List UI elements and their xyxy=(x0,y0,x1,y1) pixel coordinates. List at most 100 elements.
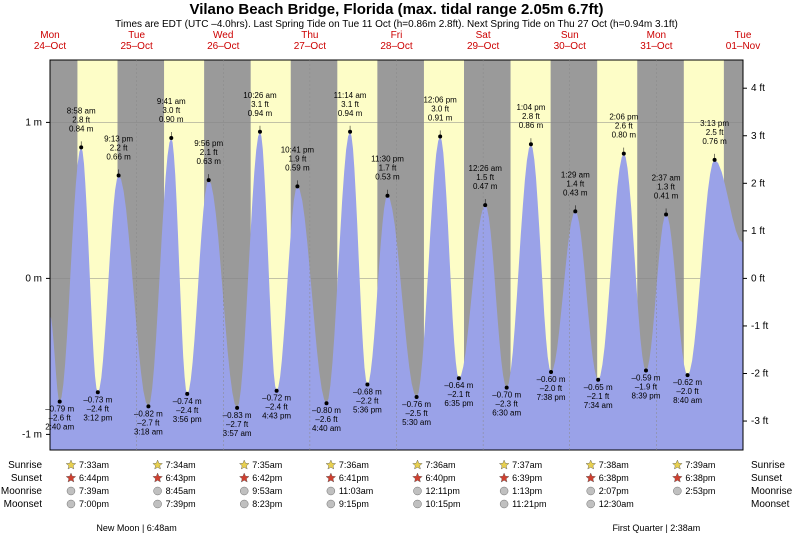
svg-text:–0.59 m: –0.59 m xyxy=(632,373,661,382)
svg-text:–0.83 m: –0.83 m xyxy=(223,411,252,420)
chart-svg: Mon24–OctTue25–OctWed26–OctThu27–OctFri2… xyxy=(0,0,793,539)
svg-text:6:44pm: 6:44pm xyxy=(79,473,109,483)
svg-text:7:00pm: 7:00pm xyxy=(79,499,109,509)
svg-text:7:38 pm: 7:38 pm xyxy=(537,393,566,402)
svg-text:3.1 ft: 3.1 ft xyxy=(341,100,360,109)
svg-text:3:56 pm: 3:56 pm xyxy=(173,415,202,424)
svg-text:4:40 am: 4:40 am xyxy=(312,424,341,433)
svg-text:3.0 ft: 3.0 ft xyxy=(162,106,181,115)
svg-text:–2.1 ft: –2.1 ft xyxy=(448,390,471,399)
svg-text:7:39pm: 7:39pm xyxy=(166,499,196,509)
svg-text:New Moon | 6:48am: New Moon | 6:48am xyxy=(96,523,176,533)
svg-text:Vilano Beach Bridge, Florida (: Vilano Beach Bridge, Florida (max. tidal… xyxy=(189,1,603,18)
svg-text:11:30 pm: 11:30 pm xyxy=(371,155,404,164)
svg-text:-1 m: -1 m xyxy=(22,429,42,440)
svg-text:–2.4 ft: –2.4 ft xyxy=(176,406,199,415)
svg-text:0 m: 0 m xyxy=(25,273,42,284)
svg-text:Moonset: Moonset xyxy=(751,499,790,510)
svg-text:10:41 pm: 10:41 pm xyxy=(281,145,315,154)
svg-text:0.86 m: 0.86 m xyxy=(519,121,544,130)
svg-text:Fri: Fri xyxy=(391,30,403,41)
svg-text:9:15pm: 9:15pm xyxy=(339,499,369,509)
svg-text:–0.68 m: –0.68 m xyxy=(353,387,382,396)
svg-text:2.5 ft: 2.5 ft xyxy=(706,128,725,137)
svg-text:0.66 m: 0.66 m xyxy=(106,152,131,161)
svg-text:7:39am: 7:39am xyxy=(79,486,109,496)
svg-text:8:40 am: 8:40 am xyxy=(673,396,702,405)
svg-text:8:23pm: 8:23pm xyxy=(252,499,282,509)
svg-text:Moonrise: Moonrise xyxy=(751,486,793,497)
svg-text:10:15pm: 10:15pm xyxy=(425,499,460,509)
svg-text:–0.79 m: –0.79 m xyxy=(45,405,74,414)
svg-text:–2.5 ft: –2.5 ft xyxy=(405,409,428,418)
svg-text:2.8 ft: 2.8 ft xyxy=(522,112,541,121)
tide-chart: Mon24–OctTue25–OctWed26–OctThu27–OctFri2… xyxy=(0,0,793,539)
svg-text:6:38pm: 6:38pm xyxy=(685,473,715,483)
svg-text:–2.7 ft: –2.7 ft xyxy=(137,418,160,427)
svg-text:01–Nov: 01–Nov xyxy=(726,41,760,52)
svg-text:3.0 ft: 3.0 ft xyxy=(431,104,450,113)
svg-text:27–Oct: 27–Oct xyxy=(294,41,326,52)
svg-text:2:53pm: 2:53pm xyxy=(685,486,715,496)
svg-text:0.90 m: 0.90 m xyxy=(159,115,184,124)
svg-text:1.9 ft: 1.9 ft xyxy=(289,154,308,163)
svg-text:9:56 pm: 9:56 pm xyxy=(194,139,223,148)
svg-text:0.80 m: 0.80 m xyxy=(612,131,637,140)
svg-text:0.63 m: 0.63 m xyxy=(196,157,221,166)
svg-text:Wed: Wed xyxy=(213,30,233,41)
svg-text:–0.82 m: –0.82 m xyxy=(134,409,163,418)
svg-text:2.8 ft: 2.8 ft xyxy=(72,115,91,124)
svg-text:3:18 am: 3:18 am xyxy=(134,427,163,436)
svg-text:7:36am: 7:36am xyxy=(425,460,455,470)
svg-text:7:33am: 7:33am xyxy=(79,460,109,470)
svg-text:6:40pm: 6:40pm xyxy=(425,473,455,483)
svg-text:1 ft: 1 ft xyxy=(751,226,765,237)
svg-text:–2.3 ft: –2.3 ft xyxy=(496,400,519,409)
svg-text:12:30am: 12:30am xyxy=(599,499,634,509)
svg-text:–2.4 ft: –2.4 ft xyxy=(265,403,288,412)
svg-text:0.84 m: 0.84 m xyxy=(69,124,94,133)
svg-text:Sunrise: Sunrise xyxy=(8,460,42,471)
svg-text:–2.7 ft: –2.7 ft xyxy=(226,420,249,429)
svg-text:11:14 am: 11:14 am xyxy=(334,91,367,100)
svg-text:2.1 ft: 2.1 ft xyxy=(200,148,219,157)
svg-text:Tue: Tue xyxy=(735,30,752,41)
svg-text:2:07pm: 2:07pm xyxy=(599,486,629,496)
svg-text:11:21pm: 11:21pm xyxy=(512,499,546,509)
svg-text:12:06 pm: 12:06 pm xyxy=(423,95,457,104)
svg-text:1:29 am: 1:29 am xyxy=(561,170,590,179)
svg-text:7:35am: 7:35am xyxy=(252,460,282,470)
svg-text:2.2 ft: 2.2 ft xyxy=(110,143,129,152)
svg-text:6:35 pm: 6:35 pm xyxy=(444,399,473,408)
svg-text:3 ft: 3 ft xyxy=(751,131,765,142)
svg-text:4:43 pm: 4:43 pm xyxy=(262,412,291,421)
svg-text:7:36am: 7:36am xyxy=(339,460,369,470)
svg-text:0 ft: 0 ft xyxy=(751,273,765,284)
svg-text:–0.70 m: –0.70 m xyxy=(492,391,521,400)
svg-text:2:40 am: 2:40 am xyxy=(45,423,74,432)
svg-text:11:03am: 11:03am xyxy=(339,486,373,496)
svg-text:0.53 m: 0.53 m xyxy=(375,173,400,182)
svg-text:Mon: Mon xyxy=(647,30,666,41)
svg-text:9:13 pm: 9:13 pm xyxy=(104,134,133,143)
svg-text:4 ft: 4 ft xyxy=(751,83,765,94)
svg-text:3:12 pm: 3:12 pm xyxy=(83,413,112,422)
svg-text:9:53am: 9:53am xyxy=(252,486,282,496)
svg-text:–2.2 ft: –2.2 ft xyxy=(356,396,379,405)
svg-text:6:42pm: 6:42pm xyxy=(252,473,282,483)
svg-text:Tue: Tue xyxy=(128,30,145,41)
svg-text:1.5 ft: 1.5 ft xyxy=(476,173,495,182)
svg-text:Sat: Sat xyxy=(476,30,491,41)
svg-text:2.6 ft: 2.6 ft xyxy=(615,122,634,131)
svg-text:7:34 am: 7:34 am xyxy=(584,401,613,410)
svg-text:7:39am: 7:39am xyxy=(685,460,715,470)
svg-text:0.94 m: 0.94 m xyxy=(248,109,273,118)
svg-text:12:26 am: 12:26 am xyxy=(469,164,503,173)
svg-text:2 ft: 2 ft xyxy=(751,178,765,189)
svg-text:-3 ft: -3 ft xyxy=(751,416,768,427)
svg-text:12:11pm: 12:11pm xyxy=(425,486,459,496)
svg-text:1.7 ft: 1.7 ft xyxy=(379,164,398,173)
svg-text:0.91 m: 0.91 m xyxy=(428,113,453,122)
svg-text:First Quarter | 2:38am: First Quarter | 2:38am xyxy=(612,523,700,533)
svg-text:5:30 am: 5:30 am xyxy=(402,418,431,427)
